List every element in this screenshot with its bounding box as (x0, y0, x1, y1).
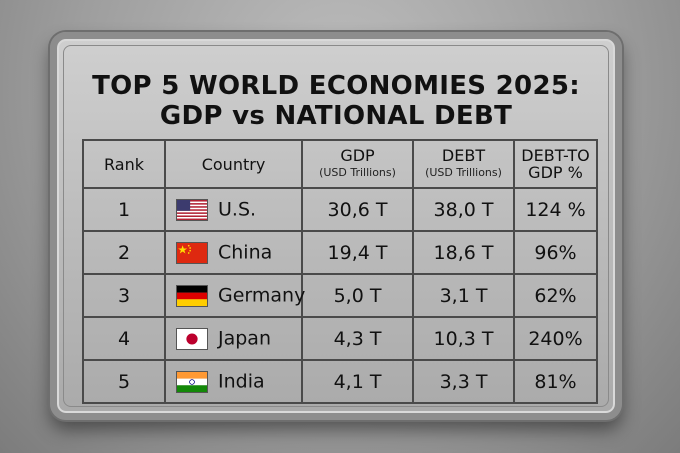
header-debt: DEBT (USD Trillions) (412, 139, 515, 189)
ratio-cell: 62% (513, 273, 598, 318)
gdp-cell: 19,4 T (301, 230, 414, 275)
debt-cell: 18,6 T (412, 230, 515, 275)
table-row: 3 Germany 5,0 T 3,1 T 62% (82, 273, 598, 318)
country-name: U.S. (218, 198, 257, 221)
japan-flag-icon (176, 327, 208, 350)
country-name: Japan (218, 327, 271, 350)
rank-cell: 2 (82, 230, 166, 275)
header-rank: Rank (82, 139, 166, 189)
header-ratio-line1: DEBT-TO (521, 146, 590, 165)
rank-cell: 4 (82, 316, 166, 361)
rank-cell: 1 (82, 187, 166, 232)
table-row: 1 U.S. 30,6 T 38,0 T 124 % (82, 187, 598, 232)
sign-panel: TOP 5 WORLD ECONOMIES 2025: GDP vs NATIO… (50, 32, 622, 420)
debt-cell: 3,1 T (412, 273, 515, 318)
india-flag-icon (176, 370, 208, 393)
gdp-cell: 30,6 T (301, 187, 414, 232)
usa-flag-icon (176, 198, 208, 221)
title-line-1: TOP 5 WORLD ECONOMIES 2025: (92, 71, 580, 101)
debt-cell: 10,3 T (412, 316, 515, 361)
gdp-cell: 5,0 T (301, 273, 414, 318)
header-gdp-unit: (USD Trillions) (319, 166, 396, 179)
table-row: 2 China 19,4 T 18,6 T 96% (82, 230, 598, 275)
table-header-row: Rank Country GDP (USD Trillions) DEBT (U… (82, 139, 598, 189)
country-cell: Japan (164, 316, 303, 361)
country-name: China (218, 241, 273, 264)
country-cell: U.S. (164, 187, 303, 232)
ratio-cell: 81% (513, 359, 598, 404)
economies-table: Rank Country GDP (USD Trillions) DEBT (U… (82, 139, 598, 404)
header-ratio-line2: GDP % (528, 163, 583, 182)
germany-flag-icon (176, 284, 208, 307)
gdp-cell: 4,1 T (301, 359, 414, 404)
table-row: 5 India 4,1 T 3,3 T 81% (82, 359, 598, 404)
country-cell: China (164, 230, 303, 275)
china-flag-icon (176, 241, 208, 264)
ratio-cell: 96% (513, 230, 598, 275)
header-debt-label: DEBT (441, 146, 486, 165)
gdp-cell: 4,3 T (301, 316, 414, 361)
panel-inner-border (63, 45, 609, 407)
header-ratio: DEBT-TO GDP % (513, 139, 598, 189)
country-name: Germany (218, 284, 306, 307)
country-cell: India (164, 359, 303, 404)
debt-cell: 3,3 T (412, 359, 515, 404)
country-cell: Germany (164, 273, 306, 318)
rank-cell: 3 (82, 273, 166, 318)
ratio-cell: 124 % (513, 187, 598, 232)
header-country: Country (164, 139, 303, 189)
header-gdp-label: GDP (340, 146, 375, 165)
rank-cell: 5 (82, 359, 166, 404)
table-row: 4 Japan 4,3 T 10,3 T 240% (82, 316, 598, 361)
title-line-2: GDP vs NATIONAL DEBT (159, 101, 513, 131)
header-gdp: GDP (USD Trillions) (301, 139, 414, 189)
debt-cell: 38,0 T (412, 187, 515, 232)
country-name: India (218, 370, 265, 393)
header-debt-unit: (USD Trillions) (425, 166, 502, 179)
ratio-cell: 240% (513, 316, 598, 361)
